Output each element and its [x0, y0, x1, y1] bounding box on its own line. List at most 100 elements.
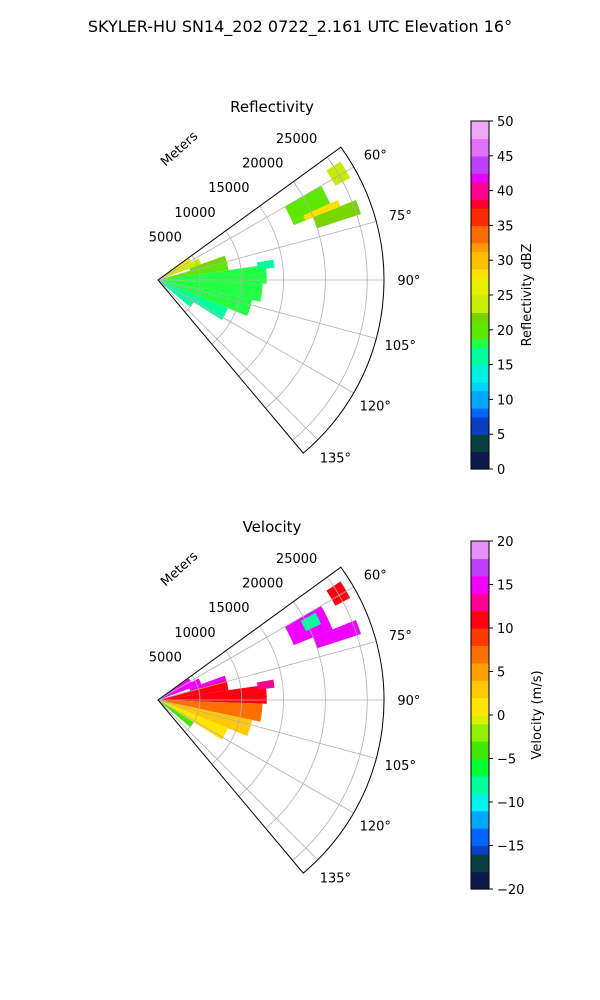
grid-spoke: [157, 279, 354, 394]
colorbar-segment: [471, 828, 489, 838]
angle-tick-label: 75°: [389, 629, 412, 644]
angle-tick-label: 135°: [320, 451, 351, 466]
colorbar-segment: [471, 654, 489, 664]
grid-arc: [265, 601, 326, 829]
colorbar-segment: [471, 749, 489, 760]
angle-tick-label: 60°: [364, 569, 387, 584]
colorbar-label: Velocity (m/s): [530, 670, 545, 759]
radar-cell: [162, 684, 267, 704]
angle-tick-label: 135°: [320, 871, 351, 886]
angle-tick-label: 90°: [397, 694, 420, 709]
colorbar-segment: [471, 741, 489, 751]
colorbar-segment: [471, 216, 489, 226]
colorbar-segment: [471, 862, 489, 873]
velocity-panel: Velocity 5000 10000 15000 20000 25000 60° 75° 9…: [149, 518, 545, 898]
colorbar-segment: [471, 390, 489, 400]
colorbar-tick-label: 0: [497, 463, 505, 478]
colorbar-segment: [471, 628, 489, 638]
colorbar-segment: [471, 732, 489, 742]
colorbar-tick-label: 30: [497, 254, 514, 269]
colorbar-label: Reflectivity dBZ: [520, 244, 535, 347]
radar-cell: [162, 700, 263, 722]
colorbar-segment: [471, 584, 489, 594]
colorbar-segment: [471, 567, 489, 577]
radial-tick-label: 25000: [276, 132, 317, 147]
colorbar-segment: [471, 338, 489, 348]
colorbar-segment: [471, 442, 489, 453]
radar-cell: [161, 280, 253, 317]
radar-cell: [313, 620, 361, 649]
colorbar-segment: [471, 723, 489, 733]
colorbar-segment: [471, 312, 489, 322]
radar-cell: [162, 280, 263, 302]
colorbar-segment: [471, 286, 489, 296]
colorbar-segment: [471, 251, 489, 261]
radial-tick-label: 20000: [242, 157, 283, 172]
reflectivity-panel: Reflectivity 5000 10000 15000 20000 25000 60°…: [149, 98, 535, 478]
colorbar-segment: [471, 880, 489, 890]
colorbar-segment: [471, 549, 489, 559]
colorbar-segment: [471, 147, 489, 157]
grid-arc: [184, 675, 201, 733]
colorbar-tick-label: 10: [497, 622, 514, 637]
radial-axis-label: Meters: [158, 549, 201, 590]
colorbar-segment: [471, 303, 489, 313]
colorbar-tick-label: 5: [497, 666, 505, 681]
grid-arc: [184, 255, 201, 313]
colorbar-segment: [471, 460, 489, 470]
colorbar-segment: [471, 155, 489, 166]
radar-cell: [313, 200, 361, 229]
colorbar-segment: [471, 697, 489, 707]
reflectivity-colorbar: 0 5 10 15 20 25 30 35 40 45 50: [470, 115, 514, 478]
radar-cell: [161, 258, 202, 279]
colorbar-tick-label: 0: [497, 709, 505, 724]
colorbar-segment: [471, 688, 489, 699]
grid-spoke: [157, 586, 354, 701]
angle-tick-label: 120°: [360, 399, 391, 414]
angle-tick-label: 120°: [360, 819, 391, 834]
colorbar-segment: [471, 382, 489, 392]
reflectivity-polar-plot: 5000 10000 15000 20000 25000 60° 75° 90° 105° 120…: [149, 132, 421, 466]
grid-spoke: [157, 279, 319, 441]
panel-title: Velocity: [243, 518, 302, 536]
colorbar-segment: [471, 819, 489, 829]
grid-spoke: [157, 699, 319, 861]
colorbar-segment: [471, 173, 489, 183]
colorbar-segment: [471, 558, 489, 568]
colorbar-segment: [471, 190, 489, 200]
colorbar-segment: [471, 593, 489, 603]
radar-cell: [256, 679, 275, 690]
radial-tick-label: 5000: [149, 650, 182, 665]
polar-frame: [157, 146, 385, 454]
radial-tick-label: 25000: [276, 552, 317, 567]
velocity-colorbar: −20 −15 −10 −5 0 5 10 15 20: [470, 535, 524, 898]
polar-frame: [157, 566, 385, 874]
colorbar-segment: [471, 645, 489, 655]
colorbar-tick-label: 15: [497, 359, 514, 374]
radar-cell: [161, 700, 253, 737]
colorbar-segment: [471, 329, 489, 340]
colorbar-tick-label: −20: [497, 883, 524, 898]
colorbar-segment: [471, 541, 489, 551]
colorbar-segment: [471, 373, 489, 383]
radar-cell: [300, 612, 322, 632]
radar-cell: [161, 258, 192, 279]
grid-arc: [238, 625, 284, 797]
colorbar-segment: [471, 355, 489, 366]
colorbar-segment: [471, 164, 489, 174]
angle-tick-label: 75°: [389, 209, 412, 224]
colorbar-segment: [471, 810, 489, 820]
colorbar-tick-label: 15: [497, 579, 514, 594]
colorbar-segment: [471, 854, 489, 864]
colorbar-segment: [471, 260, 489, 270]
colorbar-segment: [471, 416, 489, 427]
colorbar-segment: [471, 199, 489, 209]
grid-spoke: [157, 221, 377, 281]
colorbar-segment: [471, 775, 489, 786]
radial-tick-label: 15000: [208, 601, 249, 616]
colorbar-segment: [471, 129, 489, 139]
colorbar-segment: [471, 680, 489, 690]
colorbar-segment: [471, 871, 489, 881]
